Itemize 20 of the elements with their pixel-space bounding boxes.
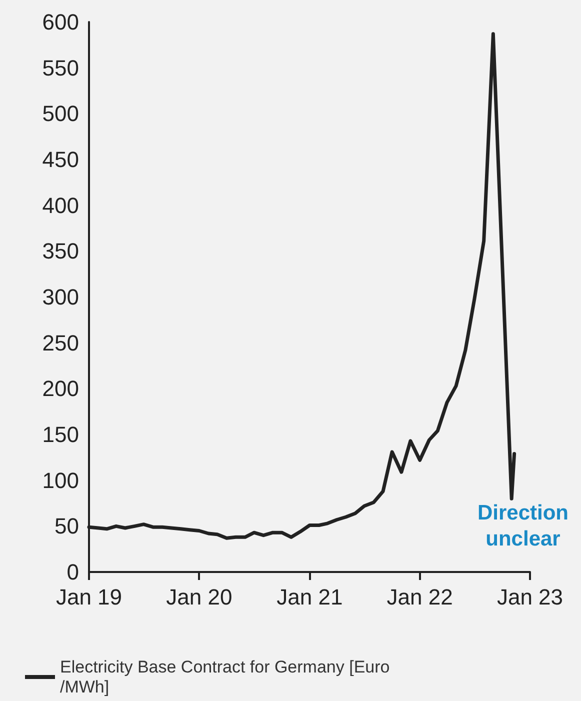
y-tick-label: 500 [42, 101, 79, 126]
x-tick-label: Jan 23 [496, 584, 564, 610]
y-tick-label: 250 [42, 330, 79, 356]
x-tick-label: Jan 20 [166, 584, 232, 610]
y-tick-label: 550 [42, 55, 79, 80]
y-tick-label: 150 [42, 422, 79, 447]
y-tick-label: 600 [42, 10, 79, 34]
y-tick-label: 350 [42, 238, 79, 264]
x-tick-label: Jan 21 [276, 584, 343, 610]
annotation: Direction unclear [477, 502, 569, 550]
y-tick-label: 200 [42, 376, 79, 402]
x-tick-label: Jan 19 [56, 584, 122, 610]
y-tick-label: 400 [42, 192, 79, 218]
y-tick-label: 0 [66, 560, 79, 584]
y-tick-label: 50 [54, 514, 79, 539]
y-tick-label: 100 [42, 468, 79, 493]
legend-label: Electricity Base Contract for Germany [Euro/MWh] [60, 658, 390, 696]
x-tick-label: Jan 22 [386, 584, 453, 610]
y-tick-label: 450 [42, 147, 79, 172]
y-tick-label: 300 [42, 284, 79, 310]
